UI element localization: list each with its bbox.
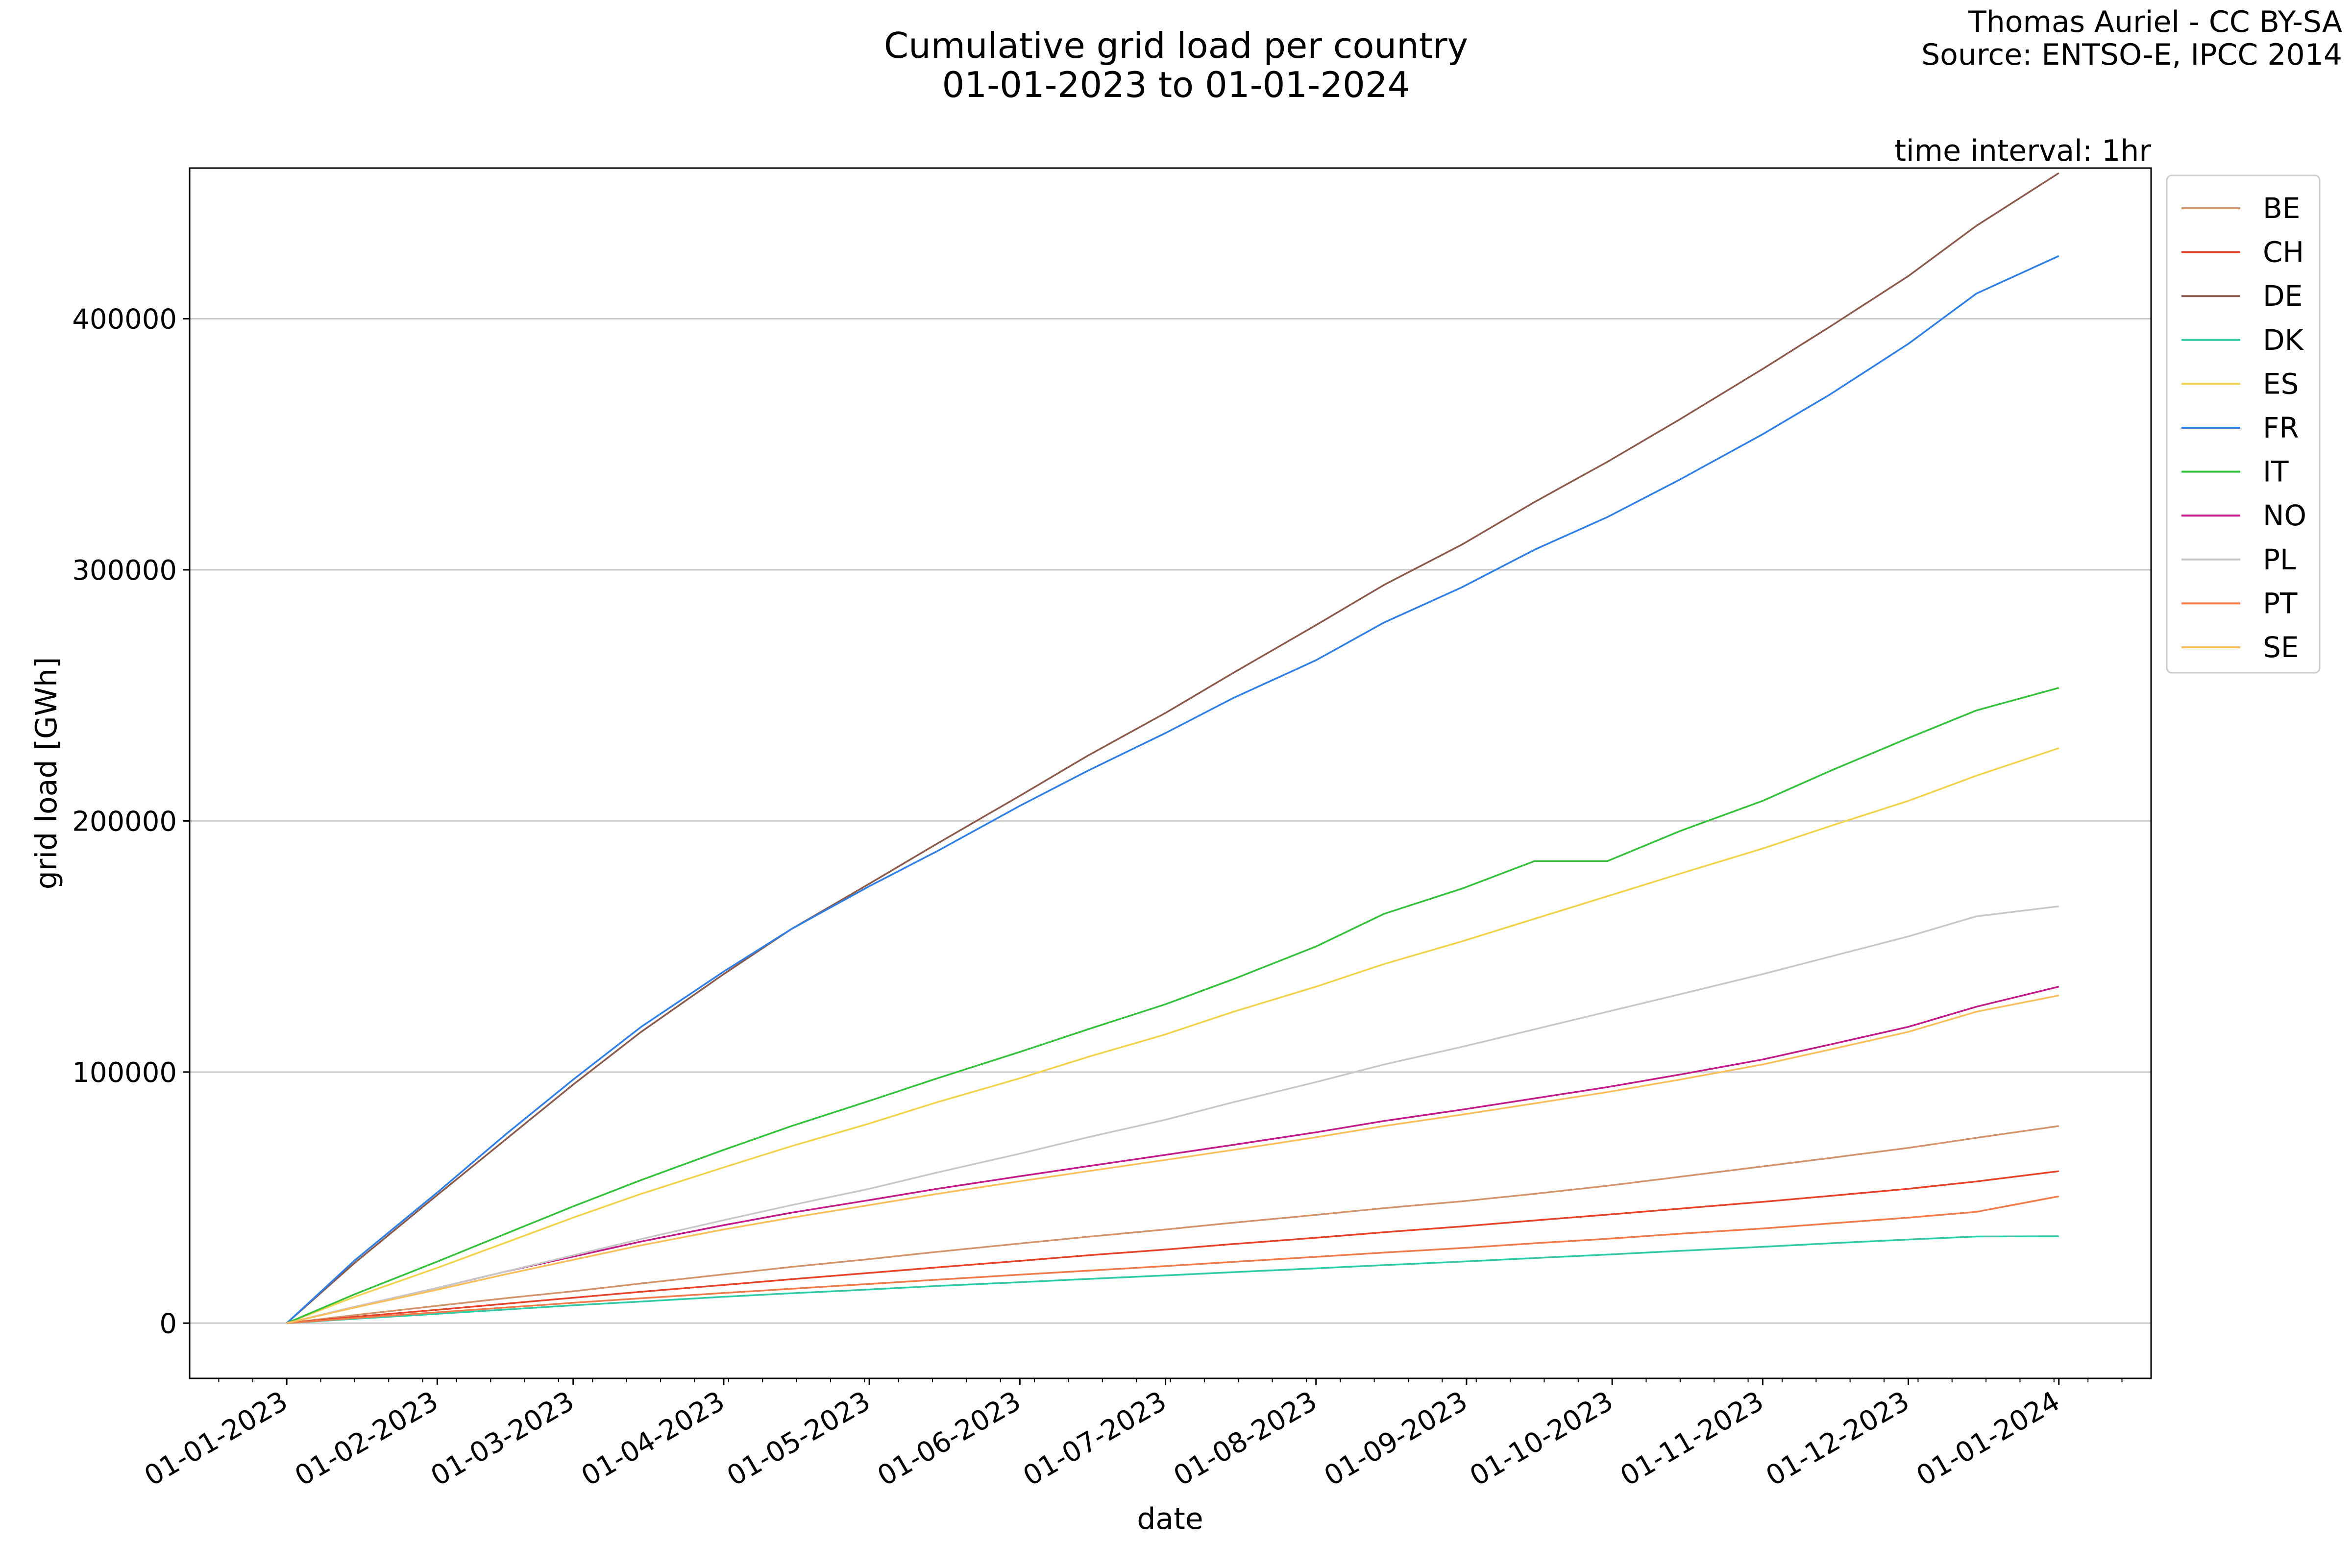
gridlines [190,318,2151,1324]
series-line-pl [286,905,2059,1324]
legend-label-pl: PL [2263,543,2296,576]
legend-label-it: IT [2263,455,2289,489]
chart-subtitle: 01-01-2023 to 01-01-2024 [942,64,1410,105]
series-line-de [286,172,2059,1324]
series-line-ch [287,1170,2059,1324]
series-line-es [286,747,2059,1324]
legend-label-de: DE [2263,279,2303,313]
credit-line: Thomas Auriel - CC BY-SA [1968,5,2342,39]
legend-label-no: NO [2263,499,2306,532]
legend: BE CH DE DK ES FR IT NO PL PT SE [2166,174,2321,674]
x-axis-label: date [1137,1502,1203,1536]
source-line: Source: ENTSO-E, IPCC 2014 [1921,38,2342,72]
y-tick-label: 400000 [72,303,177,335]
series-line-fr [286,255,2059,1324]
y-tick-label: 200000 [72,806,177,837]
legend-label-se: SE [2263,631,2299,664]
y-tick-label: 300000 [72,555,177,587]
legend-label-fr: FR [2263,411,2299,444]
series-lines [286,172,2059,1324]
series-line-se [286,994,2059,1324]
legend-label-ch: CH [2263,236,2304,269]
time-interval-annotation: time interval: 1hr [1894,134,2151,168]
legend-label-dk: DK [2263,323,2304,357]
series-line-be [286,1125,2059,1324]
plot-frame [189,167,2152,1379]
legend-label-be: BE [2263,192,2300,225]
legend-label-pt: PT [2263,587,2298,620]
series-line-dk [287,1235,2059,1324]
chart-title: Cumulative grid load per country [884,25,1468,66]
y-axis-label: grid load [GWh] [29,657,64,890]
y-tick-label: 0 [159,1308,177,1340]
series-line-pt [287,1195,2059,1324]
legend-box [2166,174,2321,674]
legend-label-es: ES [2263,367,2299,400]
series-line-no [286,985,2059,1324]
series-line-it [286,687,2059,1324]
y-tick-label: 100000 [72,1057,177,1089]
